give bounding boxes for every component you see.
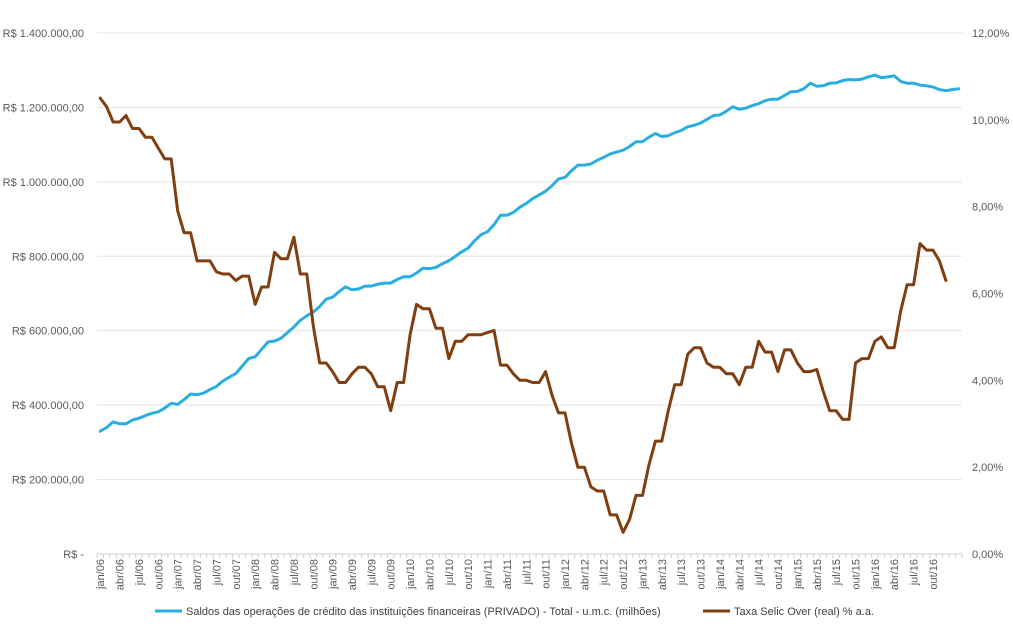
x-tick-label: abr/08 [270, 559, 282, 590]
x-tick-label: out/08 [308, 559, 320, 590]
left-tick-label: R$ 1.200.000,00 [3, 102, 84, 114]
x-tick-label: abr/11 [502, 559, 514, 589]
right-tick-label: 2,00% [972, 462, 1003, 474]
left-tick-label: R$ 800.000,00 [12, 251, 84, 263]
x-tick-label: out/13 [696, 559, 708, 590]
legend-label-2: Taxa Selic Over (real) % a.a. [734, 606, 874, 618]
x-tick-label: jul/11 [521, 559, 533, 585]
x-tick-label: jul/16 [909, 559, 921, 586]
x-tick-label: jul/09 [366, 559, 378, 586]
series-line-2 [98, 96, 948, 534]
x-tick-label: out/16 [928, 559, 940, 590]
x-tick-label: jan/10 [405, 559, 417, 590]
legend: Saldos das operações de crédito das inst… [155, 606, 874, 618]
x-tick-label: out/09 [386, 559, 398, 590]
x-tick-label: out/07 [231, 559, 243, 590]
right-tick-label: 4,00% [972, 375, 1003, 387]
x-tick-label: out/14 [773, 559, 785, 590]
x-tick-label: abr/06 [115, 559, 127, 590]
x-tick-label: jul/13 [676, 559, 688, 586]
x-tick-label: out/06 [153, 559, 165, 590]
left-tick-label: R$ - [63, 549, 84, 561]
left-tick-label: R$ 1.400.000,00 [3, 28, 84, 40]
x-tick-label: out/15 [850, 559, 862, 590]
x-tick-label: jan/06 [95, 559, 107, 590]
x-tick-label: abr/09 [347, 559, 359, 590]
x-tick-label: jul/12 [599, 559, 611, 586]
x-tick-label: abr/14 [734, 559, 746, 590]
x-tick-label: jan/14 [715, 559, 727, 590]
x-tick-label: jan/15 [792, 559, 804, 590]
x-tick-label: jan/13 [637, 559, 649, 590]
x-tick-label: jan/16 [870, 559, 882, 590]
x-tick-label: jan/11 [483, 559, 495, 589]
left-tick-label: R$ 200.000,00 [12, 475, 84, 487]
x-tick-label: abr/16 [889, 559, 901, 590]
x-tick-label: jul/10 [444, 559, 456, 586]
x-tick-label: out/12 [618, 559, 630, 590]
x-tick-label: abr/10 [424, 559, 436, 590]
x-tick-label: jul/08 [289, 559, 301, 586]
x-tick-label: out/10 [463, 559, 475, 590]
right-tick-label: 8,00% [972, 202, 1003, 214]
right-tick-label: 0,00% [972, 549, 1003, 561]
right-tick-label: 6,00% [972, 289, 1003, 301]
x-tick-label: jul/15 [831, 559, 843, 586]
left-tick-label: R$ 600.000,00 [12, 326, 84, 338]
x-tick-label: jan/08 [250, 559, 262, 590]
x-tick-label: abr/15 [812, 559, 824, 590]
legend-label-1: Saldos das operações de crédito das inst… [186, 606, 661, 618]
right-tick-label: 10,00% [972, 115, 1010, 127]
right-axis-tick-labels: 0,00% 2,00% 4,00% 6,00% 8,00% 10,00% 12,00% [972, 28, 1010, 561]
gridlines [97, 32, 962, 555]
left-tick-label: R$ 400.000,00 [12, 400, 84, 412]
x-tick-label: jul/06 [134, 559, 146, 586]
series-line-1 [98, 73, 961, 433]
x-tick-label: jan/09 [328, 559, 340, 590]
series-lines [98, 73, 961, 534]
x-tick-label: abr/12 [579, 559, 591, 590]
x-tick-label: jan/12 [560, 559, 572, 590]
x-tick-label: jan/07 [173, 559, 185, 590]
x-tick-label: out/11 [541, 559, 553, 589]
x-tick-label: abr/07 [192, 559, 204, 590]
x-tick-label: jul/07 [211, 559, 223, 586]
left-axis-tick-labels: R$ - R$ 200.000,00 R$ 400.000,00 R$ 600.000… [3, 28, 85, 561]
right-tick-label: 12,00% [972, 28, 1010, 40]
x-tick-label: jul/14 [754, 559, 766, 586]
x-tick-label: abr/13 [657, 559, 669, 590]
left-tick-label: R$ 1.000.000,00 [3, 177, 84, 189]
x-axis: jan/06 abr/06 jul/06 out/06 jan/07 abr/07 jul/… [95, 554, 963, 590]
